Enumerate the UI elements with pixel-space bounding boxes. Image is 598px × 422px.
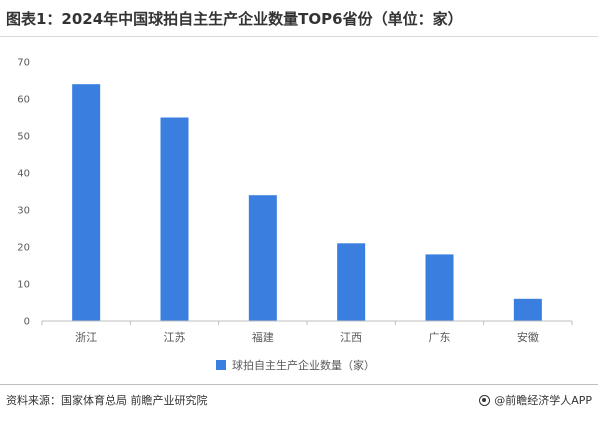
x-tick-label: 浙江 [75,331,97,344]
bar-1 [160,117,189,321]
y-tick-label: 20 [17,243,30,254]
y-tick-label: 10 [17,280,30,291]
bar-3 [337,243,366,321]
x-tick-label: 江西 [340,331,362,344]
y-axis: 0 10 20 30 40 50 60 70 [17,58,30,328]
bars [72,84,542,321]
chart-title: 图表1：2024年中国球拍自主生产企业数量TOP6省份（单位：家） [6,10,463,28]
brand-label: @前瞻经济学人APP [494,394,592,407]
title-divider [0,36,598,37]
y-tick-label: 50 [17,132,30,143]
x-tick-label: 福建 [252,330,274,344]
y-tick-label: 0 [24,317,30,328]
bar-chart: 0 10 20 30 40 50 60 70 浙江 江苏 福建 江西 广东 安徽 [17,58,573,344]
bar-5 [513,298,542,321]
y-tick-label: 30 [17,206,30,217]
bar-2 [248,195,277,321]
x-axis: 浙江 江苏 福建 江西 广东 安徽 [41,321,573,344]
source-note: 资料来源：国家体育总局 前瞻产业研究院 [6,394,208,407]
x-tick-label: 江苏 [164,331,186,344]
y-tick-label: 40 [17,169,30,180]
bar-4 [425,254,454,321]
source-divider [0,384,598,385]
legend-swatch [216,360,226,370]
bar-0 [72,84,101,321]
x-tick-label: 广东 [429,331,451,344]
brand-logo-icon [479,394,491,406]
y-tick-label: 70 [17,58,30,69]
legend-label: 球拍自主生产企业数量（家） [232,359,375,372]
legend: 球拍自主生产企业数量（家） [216,357,375,373]
y-tick-label: 60 [17,95,30,106]
x-tick-label: 安徽 [517,330,539,344]
brand-credit: @前瞻经济学人APP [479,392,592,408]
